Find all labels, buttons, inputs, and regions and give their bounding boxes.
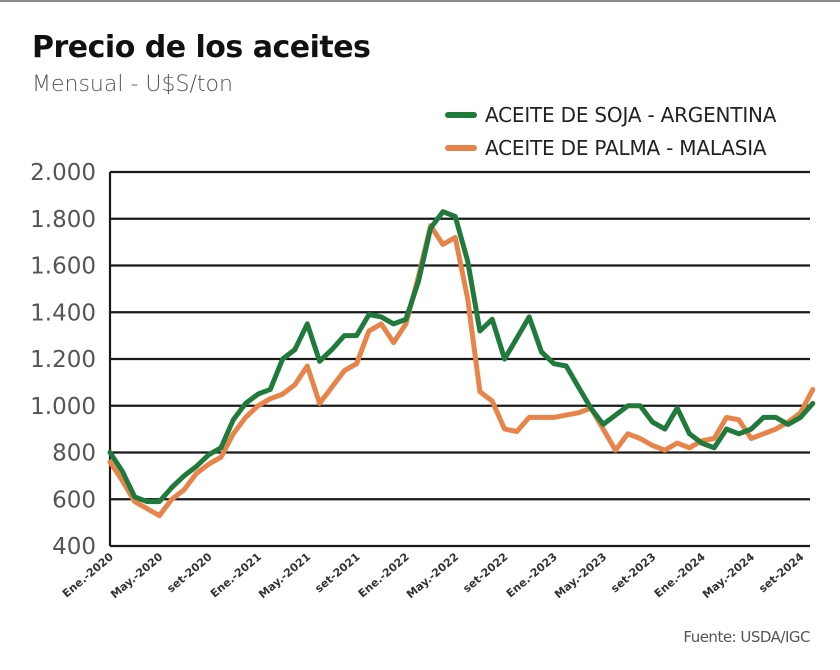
x-tick-label: set-2022	[460, 550, 510, 595]
x-tick-label: Ene.-2021	[208, 550, 264, 600]
legend-item-soja: ACEITE DE SOJA - ARGENTINA	[445, 98, 776, 131]
y-tick-label: 1.200	[30, 347, 96, 373]
y-tick-label: 1.000	[30, 394, 96, 420]
x-tick-label: Ene.-2023	[504, 550, 560, 600]
x-tick-label: set-2021	[312, 550, 362, 595]
legend-item-palma: ACEITE DE PALMA - MALASIA	[445, 131, 776, 164]
x-tick-label: May.-2023	[552, 550, 609, 601]
y-tick-label: 400	[52, 534, 96, 560]
y-tick-label: 1.600	[30, 254, 96, 280]
legend-swatch-soja	[445, 111, 477, 118]
gridlines	[110, 170, 810, 548]
x-tick-label: May.-2020	[108, 550, 165, 601]
legend-label-palma: ACEITE DE PALMA - MALASIA	[485, 135, 767, 160]
y-tick-label: 2.000	[30, 160, 96, 186]
series-line-soja	[107, 209, 816, 505]
y-tick-label: 1.400	[30, 300, 96, 326]
y-tick-label: 800	[52, 441, 96, 467]
series-line-palma	[107, 223, 816, 519]
x-tick-label: Ene.-2022	[356, 550, 412, 600]
y-tick-label: 1.800	[30, 207, 96, 233]
x-tick-label: Ene.-2024	[652, 550, 708, 600]
series-lines	[107, 209, 816, 519]
legend-swatch-palma	[445, 144, 477, 151]
x-tick-label: set-2020	[164, 550, 214, 595]
chart-title: Precio de los aceites	[32, 30, 371, 65]
legend-label-soja: ACEITE DE SOJA - ARGENTINA	[485, 102, 777, 127]
legend: ACEITE DE SOJA - ARGENTINA ACEITE DE PAL…	[445, 98, 776, 164]
source-note: Fuente: USDA/IGC	[683, 628, 810, 646]
x-tick-label: May.-2022	[404, 550, 461, 601]
y-tick-label: 600	[52, 487, 96, 513]
x-tick-label: May.-2024	[700, 550, 757, 601]
x-tick-label: set-2024	[756, 550, 806, 595]
chart-subtitle: Mensual - U$S/ton	[32, 72, 233, 97]
y-axis-ticks: 400 600 800 1.000 1.200 1.400 1.600 1.800 2.000	[30, 160, 96, 560]
x-tick-label: set-2023	[608, 550, 658, 595]
x-tick-label: May.-2021	[256, 550, 313, 601]
top-border	[0, 0, 840, 2]
